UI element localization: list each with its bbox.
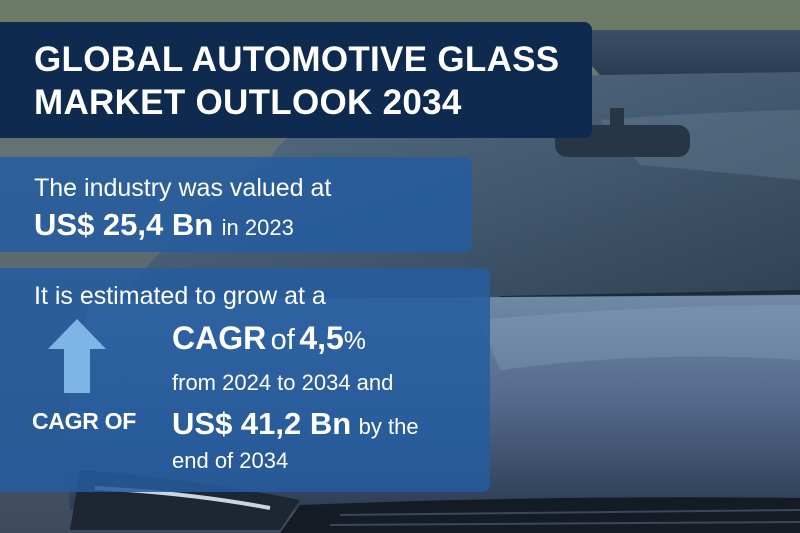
cagr-statement: CAGR of 4,5% [172, 320, 366, 357]
cagr-badge-label: CAGR OF [32, 408, 136, 434]
valuation-amount: US$ 25,4 Bn [34, 207, 214, 242]
growth-intro-text: It is estimated to grow at a [34, 282, 326, 310]
page-title-line-1: GLOBAL AUTOMOTIVE GLASS [34, 40, 560, 79]
forecast-period-text: from 2024 to 2034 and [172, 370, 394, 395]
cagr-of-text: of [270, 324, 295, 356]
valuation-card: The industry was valued at US$ 25,4 Bn i… [0, 157, 472, 252]
forecast-statement: US$ 41,2 Bn by the [172, 406, 419, 442]
forecast-suffix-text: by the [358, 414, 419, 439]
valuation-intro-text: The industry was valued at [34, 174, 332, 202]
valuation-year: in 2023 [221, 215, 294, 240]
growth-card: It is estimated to grow at a CAGR OF CAG… [0, 268, 490, 492]
cagr-label: CAGR [172, 320, 267, 356]
forecast-amount: US$ 41,2 Bn [172, 406, 352, 441]
up-arrow-icon [48, 319, 106, 393]
page-title-line-2: MARKET OUTLOOK 2034 [34, 83, 462, 122]
cagr-rate-value: 4,5 [299, 320, 344, 356]
forecast-end-text: end of 2034 [172, 448, 289, 473]
valuation-figure: US$ 25,4 Bn in 2023 [34, 207, 472, 243]
title-banner: GLOBAL AUTOMOTIVE GLASS MARKET OUTLOOK 2… [0, 22, 592, 138]
cagr-percent-sign: % [343, 327, 367, 355]
